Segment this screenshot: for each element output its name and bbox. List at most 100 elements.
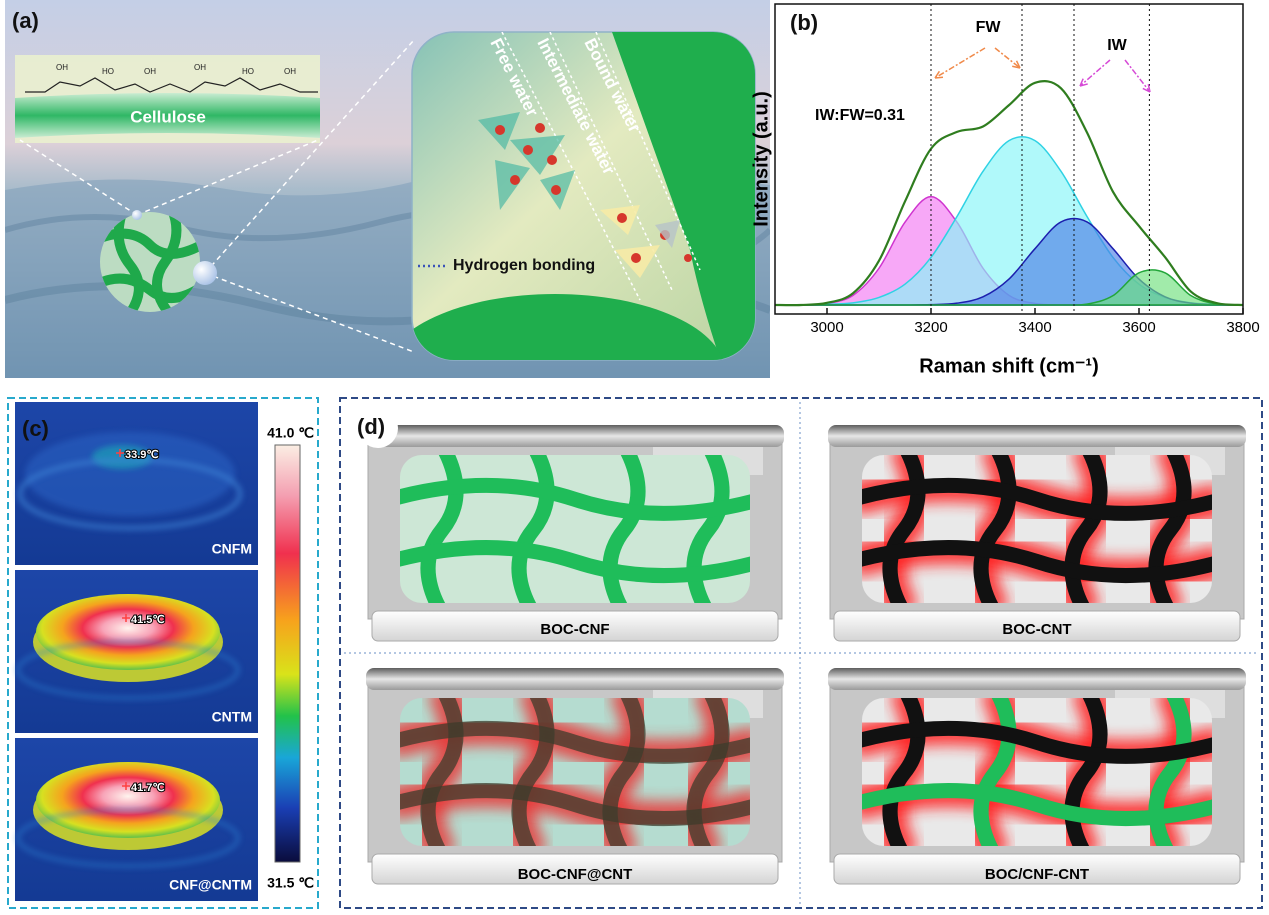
molecule-label: OH <box>284 67 296 76</box>
fiber <box>862 477 1212 521</box>
sample-edge <box>16 808 240 868</box>
x-tick-label: 3800 <box>1226 319 1259 336</box>
y-axis-label: Intensity (a.u.) <box>750 91 772 227</box>
measure-cross <box>122 614 130 622</box>
sample-label: BOC-CNF@CNT <box>518 866 633 883</box>
measure-cross <box>122 782 130 790</box>
arrow-head <box>1012 60 1021 69</box>
panel-label: (d) <box>357 414 385 439</box>
panel-a <box>5 0 770 378</box>
sample-edge <box>16 640 240 700</box>
x-tick-label: 3000 <box>810 319 843 336</box>
fiber <box>400 720 750 764</box>
tray-plate <box>833 853 1241 885</box>
sample-hotspot <box>36 594 220 670</box>
measure-cross <box>116 449 124 457</box>
annotation-arrow <box>1124 59 1151 93</box>
fiber <box>862 720 1212 764</box>
annotation-arrow <box>934 47 986 79</box>
fiber-network <box>862 455 1212 603</box>
temperature-label: 41.5℃ <box>131 614 165 626</box>
molecule-label: HO <box>242 67 254 76</box>
fiber <box>602 455 646 603</box>
component-area <box>774 269 1244 306</box>
fiber <box>1064 698 1108 846</box>
panel-b: (b) Intensity (a.u.) Raman shift (cm⁻¹) 300… <box>750 3 1260 377</box>
zoom-point <box>193 261 217 285</box>
fit-line <box>774 80 1244 307</box>
colorbar-max: 41.0 ℃ <box>267 425 314 441</box>
arrow-head <box>1079 78 1088 87</box>
fiber-network <box>400 698 750 846</box>
cellulose-band <box>15 93 320 138</box>
label-badge <box>358 408 398 448</box>
x-tick-label: 3200 <box>914 319 947 336</box>
fiber <box>420 698 464 846</box>
sample-name: CNFM <box>212 541 252 557</box>
tray-lip <box>366 425 784 447</box>
sample-label: BOC/CNF-CNT <box>985 866 1089 883</box>
zoom-point <box>132 210 142 220</box>
fiber <box>511 698 555 846</box>
sample-name: CNTM <box>212 709 252 725</box>
annotation-arrow <box>994 47 1021 69</box>
fiber <box>686 455 730 603</box>
molecule <box>25 77 318 93</box>
tray-lip <box>366 668 784 690</box>
panel-c-frame <box>7 397 319 909</box>
fiber <box>973 455 1017 603</box>
tray-plate <box>371 610 779 642</box>
cellulose-label: Cellulose <box>130 107 206 126</box>
molecule-label: OH <box>194 63 206 72</box>
fiber <box>882 455 926 603</box>
sample-name: CNF@CNTM <box>169 877 252 893</box>
arrow-head <box>934 70 944 79</box>
fiber <box>602 698 646 846</box>
molecule-label: HO <box>102 67 114 76</box>
annotation: IW <box>1107 37 1127 54</box>
sample-label: BOC-CNF <box>540 621 609 638</box>
fiber <box>400 783 750 827</box>
fiber <box>862 540 1212 584</box>
tray-lip <box>828 668 1246 690</box>
zoom-line <box>136 139 319 216</box>
annotation-arrow <box>1079 59 1111 87</box>
water-cluster <box>478 112 692 278</box>
x-axis-label: Raman shift (cm⁻¹) <box>919 355 1098 377</box>
tray-lip <box>828 425 1246 447</box>
x-tick-label: 3600 <box>1122 319 1155 336</box>
panel-d-frame <box>339 397 1263 909</box>
legend-label: Hydrogen bonding <box>453 257 595 274</box>
sample-outline <box>25 432 235 516</box>
sample-rim <box>17 457 243 531</box>
fiber-surface <box>412 294 725 360</box>
fiber <box>400 477 750 521</box>
region-boundary <box>501 32 641 301</box>
colorbar-min: 31.5 ℃ <box>267 875 314 891</box>
temperature-label: 33.9℃ <box>125 449 159 461</box>
annotation: FW <box>976 19 1002 36</box>
tray-plate <box>371 853 779 885</box>
panel-label: (b) <box>790 10 818 35</box>
panel-label: (a) <box>12 8 39 33</box>
colorbar <box>274 444 301 863</box>
fiber <box>862 783 1212 827</box>
arrow-head <box>1142 84 1151 93</box>
tray-plate <box>833 610 1241 642</box>
fiber-network <box>400 455 750 603</box>
zoom-line <box>204 272 415 353</box>
fiber-surface <box>612 32 755 360</box>
sample-label: BOC-CNT <box>1002 621 1071 638</box>
plot-frame <box>774 3 1244 315</box>
x-tick-label: 3400 <box>1018 319 1051 336</box>
fiber <box>973 698 1017 846</box>
sample-hotspot <box>36 762 220 838</box>
panel-label: (c) <box>22 416 49 441</box>
fiber <box>420 455 464 603</box>
fiber <box>882 698 926 846</box>
fiber <box>1148 698 1192 846</box>
fiber-network <box>862 698 1212 846</box>
region-boundary <box>595 32 701 271</box>
molecule-label: OH <box>56 63 68 72</box>
